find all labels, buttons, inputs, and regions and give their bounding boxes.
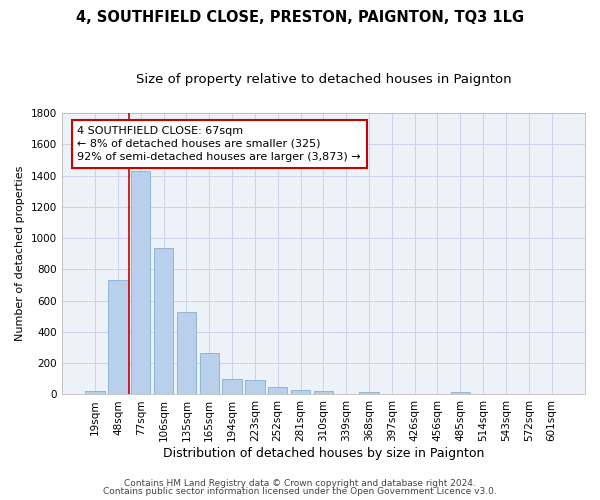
Bar <box>177 312 196 394</box>
Bar <box>314 392 333 394</box>
Y-axis label: Number of detached properties: Number of detached properties <box>15 166 25 342</box>
Bar <box>268 386 287 394</box>
Text: 4, SOUTHFIELD CLOSE, PRESTON, PAIGNTON, TQ3 1LG: 4, SOUTHFIELD CLOSE, PRESTON, PAIGNTON, … <box>76 10 524 25</box>
Bar <box>131 171 151 394</box>
Title: Size of property relative to detached houses in Paignton: Size of property relative to detached ho… <box>136 72 511 86</box>
Bar <box>291 390 310 394</box>
Bar <box>85 392 105 394</box>
Bar <box>108 280 128 394</box>
Text: Contains HM Land Registry data © Crown copyright and database right 2024.: Contains HM Land Registry data © Crown c… <box>124 478 476 488</box>
Bar <box>245 380 265 394</box>
Bar <box>154 248 173 394</box>
Text: Contains public sector information licensed under the Open Government Licence v3: Contains public sector information licen… <box>103 487 497 496</box>
Bar <box>200 353 219 395</box>
Text: 4 SOUTHFIELD CLOSE: 67sqm
← 8% of detached houses are smaller (325)
92% of semi-: 4 SOUTHFIELD CLOSE: 67sqm ← 8% of detach… <box>77 126 361 162</box>
Bar <box>223 379 242 394</box>
Bar <box>451 392 470 394</box>
X-axis label: Distribution of detached houses by size in Paignton: Distribution of detached houses by size … <box>163 447 484 460</box>
Bar <box>359 392 379 394</box>
